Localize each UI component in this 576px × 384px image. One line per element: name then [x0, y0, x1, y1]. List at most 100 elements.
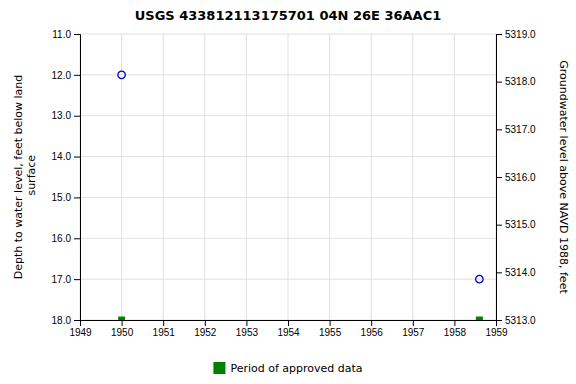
square-marker [477, 317, 483, 320]
tick: 12.0 [52, 70, 80, 81]
tick-label: 5315.0 [505, 219, 536, 230]
tick: 1952 [194, 320, 217, 338]
tick: 18.0 [52, 315, 80, 326]
tick-label: 5318.0 [505, 76, 536, 87]
tick-label: 1954 [277, 327, 300, 338]
tick-label: 12.0 [52, 70, 72, 81]
legend-item: Period of approved data [213, 362, 362, 375]
tick-label: 5319.0 [505, 29, 536, 40]
tick: 5315.0 [496, 219, 536, 230]
tick: 16.0 [52, 233, 80, 244]
grid-line [80, 115, 496, 116]
tick: 1958 [444, 320, 467, 338]
tick-label: 1959 [485, 327, 508, 338]
axis-line [81, 321, 497, 327]
grid-line [80, 156, 496, 157]
tick-mark [288, 320, 289, 326]
grid-line [163, 34, 164, 320]
legend-label: Period of approved data [230, 362, 362, 375]
tick-mark [496, 129, 502, 130]
tick-label: 14.0 [52, 151, 72, 162]
tick-mark [74, 157, 80, 158]
tick-mark [74, 197, 80, 198]
tick-label: 1951 [153, 327, 176, 338]
tick-label: 1955 [319, 327, 342, 338]
tick-mark [496, 177, 502, 178]
tick-label: 11.0 [52, 29, 71, 40]
tick-mark [246, 320, 247, 326]
tick: 15.0 [52, 192, 80, 203]
tick-mark [74, 116, 80, 117]
tick-mark [413, 320, 414, 326]
series [119, 317, 482, 320]
tick: 5318.0 [496, 76, 536, 87]
tick-label: 18.0 [52, 315, 72, 326]
tick-mark [74, 279, 80, 280]
tick-mark [122, 320, 123, 326]
tick-mark [330, 320, 331, 326]
tick-mark [496, 272, 502, 273]
tick-label: 1958 [444, 327, 467, 338]
tick: 1957 [402, 320, 425, 338]
tick: 5317.0 [496, 124, 536, 135]
tick-mark [496, 34, 502, 35]
y-axis-label: Depth to water level, feet below land su… [12, 75, 38, 280]
grid-line [80, 34, 496, 35]
tick-mark [496, 225, 502, 226]
tick: 5313.0 [496, 315, 536, 326]
tick-label: 15.0 [52, 192, 72, 203]
grid-line [204, 34, 205, 320]
grid-line [80, 197, 496, 198]
plot-area [118, 71, 483, 320]
grid-line [371, 34, 372, 320]
tick: 1953 [236, 320, 259, 338]
tick: 1955 [319, 320, 342, 338]
square-marker [119, 317, 125, 320]
grid-line [454, 34, 455, 320]
tick: 1956 [361, 320, 384, 338]
tick: 1951 [153, 320, 176, 338]
grid-line [329, 34, 330, 320]
tick-label: 5314.0 [505, 267, 536, 278]
tick-label: 5316.0 [505, 172, 536, 183]
point [476, 275, 483, 282]
tick: 5316.0 [496, 172, 536, 183]
series [118, 71, 483, 283]
tick: 1954 [277, 320, 300, 338]
tick: 1949 [69, 320, 92, 338]
tick: 5314.0 [496, 267, 536, 278]
tick-label: 1953 [236, 327, 259, 338]
tick: 14.0 [52, 151, 80, 162]
tick-mark [205, 320, 206, 326]
y2-axis: 5319.0 5318.0 5317.0 5316.0 5315.0 5314.0 5313… [496, 29, 536, 326]
tick-label: 17.0 [52, 274, 72, 285]
tick-mark [74, 75, 80, 76]
chart: 1949195019511952195319541955195619571958… [0, 0, 576, 384]
tick: 5319.0 [496, 29, 536, 40]
tick-label: 13.0 [52, 110, 72, 121]
grid-line [80, 238, 496, 239]
y2-axis-label: Groundwater level above NAVD 1988, feet [557, 60, 570, 294]
tick-label: 1957 [402, 327, 425, 338]
tick-mark [496, 82, 502, 83]
tick-mark [74, 34, 80, 35]
x-axis: 1949195019511952195319541955195619571958… [69, 320, 508, 338]
tick: 17.0 [52, 274, 80, 285]
grid-line [80, 74, 496, 75]
tick: 13.0 [52, 110, 80, 121]
tick-label: 5317.0 [505, 124, 536, 135]
title: USGS 433812113175701 04N 26E 36AAC1 [135, 8, 441, 23]
tick-label: 1949 [69, 327, 92, 338]
legend-swatch [213, 362, 225, 374]
tick-mark [371, 320, 372, 326]
tick-label: 16.0 [52, 233, 72, 244]
grid [80, 34, 496, 320]
tick-mark [74, 238, 80, 239]
tick: 11.0 [52, 29, 80, 40]
grid-line [412, 34, 413, 320]
tick-mark [163, 320, 164, 326]
axis-line [497, 35, 503, 321]
legend: Period of approved data [213, 362, 362, 375]
y-axis: 11.0 12.0 13.0 14.0 15.0 16.0 17.0 18.0 [52, 29, 81, 326]
grid-line [246, 34, 247, 320]
